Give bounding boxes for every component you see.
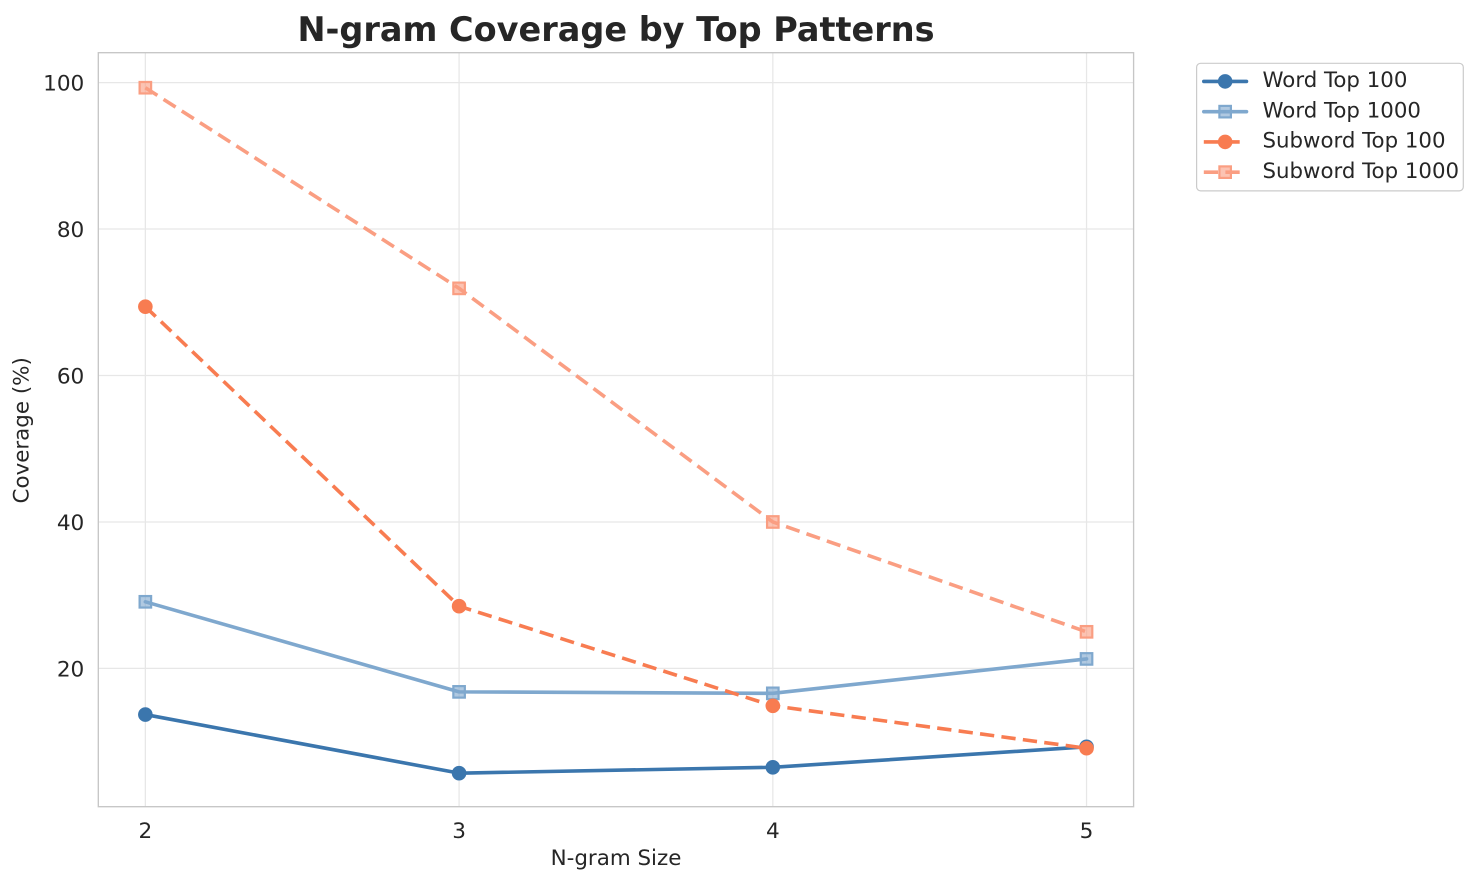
data-point-marker <box>451 765 467 781</box>
legend-marker <box>1218 104 1233 119</box>
x-axis-label: N-gram Size <box>551 846 682 871</box>
series-subword-top-1000 <box>138 80 1094 639</box>
legend-marker <box>1217 74 1233 89</box>
series-line <box>144 305 1087 751</box>
y-tick-label: 20 <box>57 657 84 682</box>
legend-entry: Word Top 1000 <box>1202 98 1421 123</box>
data-point-marker <box>1079 740 1094 756</box>
axes-frame <box>97 52 1135 808</box>
legend-label: Word Top 1000 <box>1263 98 1421 123</box>
legend-entry: Subword Top 100 <box>1203 129 1446 154</box>
series-line <box>143 599 1089 696</box>
data-point-marker <box>138 299 153 314</box>
legend-marker <box>1218 165 1233 179</box>
x-tick-label: 4 <box>766 819 780 844</box>
data-point-marker <box>1079 624 1094 639</box>
data-point-marker <box>138 80 153 95</box>
data-point-marker <box>765 760 781 775</box>
series-line <box>144 86 1088 634</box>
data-point-marker <box>765 698 781 714</box>
data-point-marker <box>452 685 466 699</box>
y-tick-label: 40 <box>57 511 84 536</box>
data-point-marker <box>452 281 466 296</box>
chart-title: N-gram Coverage by Top Patterns <box>297 10 934 49</box>
y-tick-label: 80 <box>57 218 84 243</box>
legend-marker <box>1217 134 1233 150</box>
legend: Word Top 100 Word Top 1000 Subword Top 100… <box>1195 62 1464 192</box>
legend-label: Word Top 100 <box>1263 68 1408 93</box>
data-point-marker <box>138 707 153 722</box>
data-point-marker <box>451 598 467 614</box>
x-tick-label: 5 <box>1080 819 1094 844</box>
y-tick-label: 100 <box>43 71 84 96</box>
x-tick-label: 3 <box>452 819 466 844</box>
series-line <box>143 712 1089 775</box>
legend-entry: Word Top 100 <box>1202 68 1408 93</box>
legend-frame <box>1195 62 1464 192</box>
series-word-top-1000 <box>138 594 1094 701</box>
data-point-marker <box>1079 652 1094 666</box>
grid-lines <box>98 52 1134 807</box>
legend-entry: Subword Top 1000 <box>1203 159 1460 184</box>
legend-label: Subword Top 100 <box>1263 129 1446 154</box>
x-tick-label: 2 <box>138 819 152 844</box>
y-axis-label: Coverage (%) <box>10 357 35 503</box>
data-point-marker <box>765 686 780 701</box>
series-subword-top-100 <box>138 299 1094 756</box>
legend-label: Subword Top 1000 <box>1263 159 1460 184</box>
data-point-marker <box>138 594 153 609</box>
data-point-marker <box>765 515 780 529</box>
y-tick-label: 60 <box>57 364 84 389</box>
